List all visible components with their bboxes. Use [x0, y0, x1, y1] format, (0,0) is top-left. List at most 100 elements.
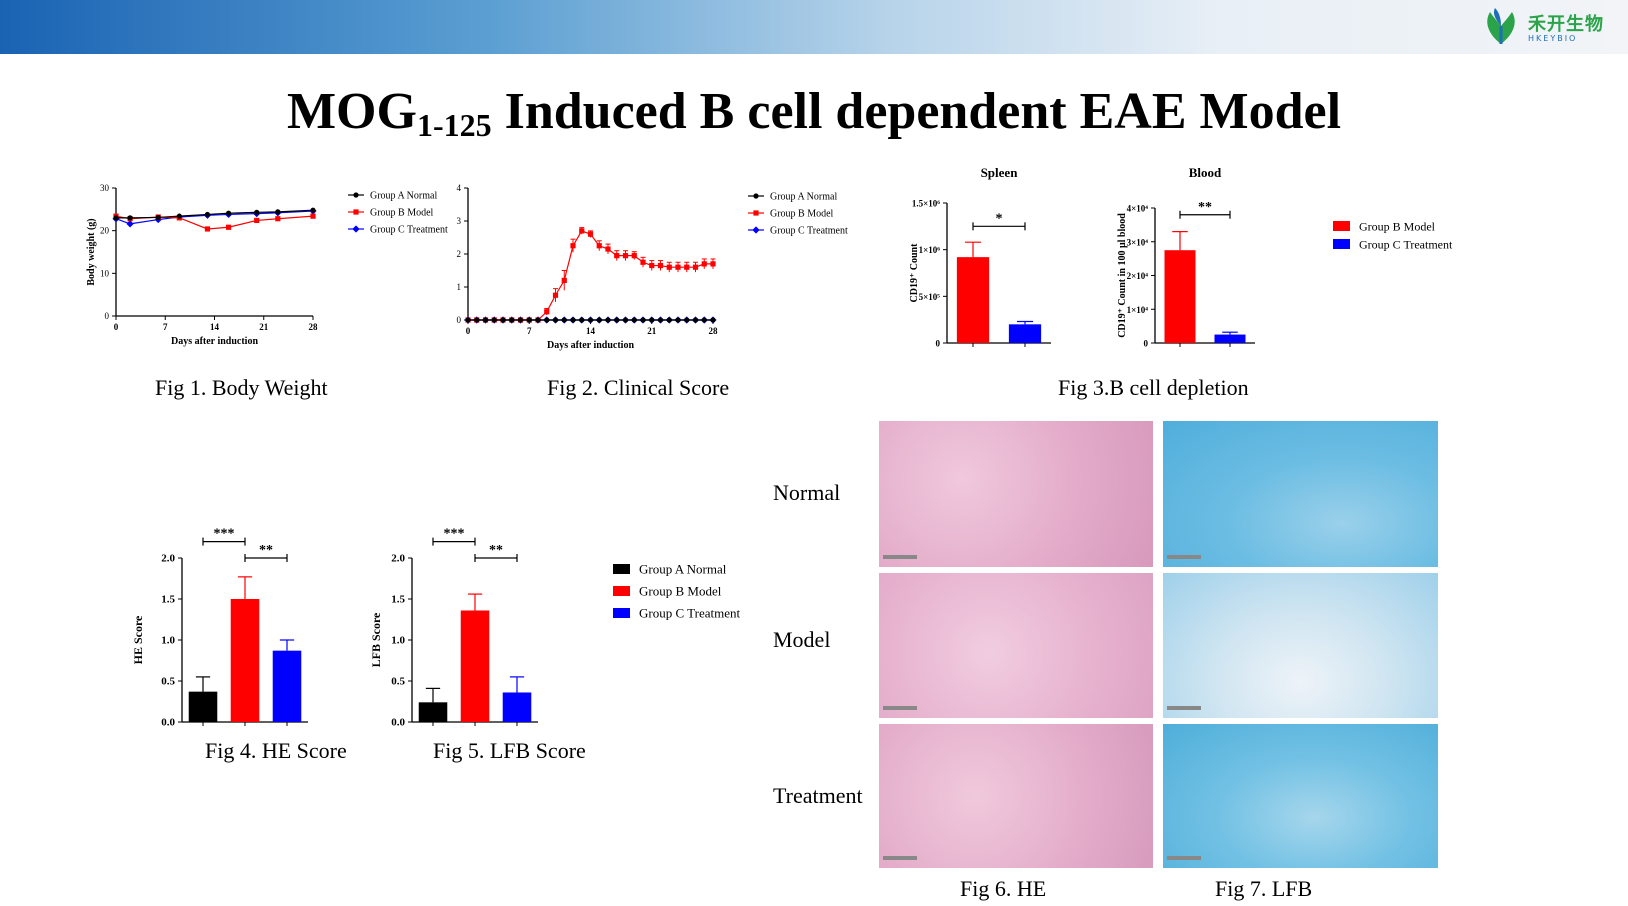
legend-marker — [753, 210, 759, 216]
significance-label: *** — [214, 527, 235, 542]
legend-swatch — [613, 608, 630, 618]
data-point — [127, 215, 133, 221]
data-point — [710, 317, 716, 323]
data-point — [622, 317, 629, 323]
y-tick-label: 1.0 — [391, 635, 405, 647]
fig2-caption: Fig 2. Clinical Score — [547, 375, 730, 400]
y-tick-label: 1.0 — [161, 635, 175, 647]
data-point — [491, 317, 497, 323]
data-point — [552, 292, 559, 298]
lfb-image-normal — [1163, 421, 1438, 567]
x-tick-label: 7 — [527, 326, 532, 336]
y-tick-label: 1.5×10⁶ — [912, 199, 940, 209]
legend-swatch — [1333, 239, 1350, 249]
data-point — [631, 253, 637, 259]
he-image-normal — [879, 421, 1153, 567]
data-point — [544, 317, 550, 323]
y-tick-label: 0 — [1144, 339, 1149, 349]
y-tick-label: 1.5 — [391, 594, 405, 606]
bar — [272, 650, 302, 722]
data-point — [126, 220, 134, 228]
scale-bar — [1167, 555, 1201, 559]
data-point — [552, 317, 559, 323]
scale-bar — [883, 555, 917, 559]
legend-label: Group B Model — [770, 209, 834, 220]
chart-title: Blood — [1189, 165, 1222, 180]
legend-label: Group C Treatment — [639, 606, 741, 621]
legend-marker — [353, 192, 359, 198]
series-line — [468, 230, 713, 321]
y-tick-label: 0 — [105, 311, 110, 321]
data-point — [155, 214, 161, 221]
y-tick-label: 4×10⁴ — [1127, 204, 1149, 214]
y-tick-label: 4 — [457, 183, 462, 193]
data-point — [544, 309, 550, 315]
legend-marker — [353, 209, 359, 215]
legend-swatch — [1333, 221, 1350, 231]
brand-sub: HKEYBIO — [1528, 34, 1578, 43]
x-tick-label: 7 — [163, 322, 168, 332]
significance-label: * — [996, 211, 1003, 226]
data-point — [176, 213, 182, 219]
y-tick-label: 3×10⁴ — [1127, 237, 1149, 247]
scale-bar — [883, 706, 917, 710]
significance-label: *** — [444, 527, 465, 542]
bar — [956, 257, 990, 343]
row-label-normal: Normal — [773, 480, 841, 505]
legend-swatch — [613, 564, 630, 574]
data-point — [465, 317, 471, 323]
data-point — [587, 317, 594, 323]
y-tick-label: 1 — [457, 282, 462, 292]
data-point — [710, 261, 716, 267]
legend-label: Group B Model — [370, 208, 434, 219]
data-point — [657, 262, 664, 269]
x-tick-label: 28 — [309, 322, 319, 332]
data-point — [310, 213, 316, 219]
x-tick-label: 21 — [259, 322, 269, 332]
scale-bar — [883, 856, 917, 860]
y-tick-label: 2 — [457, 249, 462, 259]
y-axis-label: CD19⁺ Count in 100 μl blood — [1117, 213, 1128, 338]
bar — [1008, 324, 1042, 343]
he-image-treatment — [879, 724, 1153, 868]
y-axis-label: HE Score — [131, 615, 145, 664]
y-tick-label: 0.5 — [391, 676, 405, 688]
y-tick-label: 0 — [936, 339, 941, 349]
x-tick-label: 28 — [709, 326, 719, 336]
data-point — [614, 317, 620, 323]
data-point — [204, 226, 211, 232]
data-point — [509, 317, 515, 323]
data-point — [225, 210, 232, 216]
leaf-logo-icon — [1487, 8, 1515, 44]
x-tick-label: 0 — [114, 322, 119, 332]
data-point — [310, 207, 316, 213]
legend-marker — [753, 193, 759, 199]
y-tick-label: 3 — [457, 216, 462, 226]
row-label-treatment: Treatment — [773, 783, 863, 808]
bar — [460, 610, 490, 722]
y-tick-label: 0 — [457, 315, 462, 325]
data-point — [275, 209, 281, 215]
data-point — [640, 259, 646, 265]
data-point — [254, 209, 260, 215]
y-axis-label: Body weight (g) — [86, 218, 97, 285]
x-tick-label: 14 — [210, 322, 220, 332]
fig4-caption: Fig 4. HE Score — [205, 738, 347, 763]
title-subscript: 1-125 — [416, 107, 492, 143]
legend-label: Group A Normal — [770, 192, 837, 203]
fig7-caption: Fig 7. LFB — [1215, 876, 1313, 901]
legend-label: Group C Treatment — [370, 225, 448, 236]
legend-swatch — [613, 586, 630, 596]
page-title: MOG1-125 Induced B cell dependent EAE Mo… — [0, 80, 1628, 157]
legend-label: Group A Normal — [370, 191, 437, 202]
fig1-body-weight-chart: 0 10 20 30 0 7 14 21 28 Days after induction Body … — [86, 183, 448, 347]
data-point — [113, 215, 119, 221]
data-point — [631, 317, 637, 323]
data-point — [596, 243, 602, 249]
y-tick-label: 10 — [100, 268, 110, 278]
data-point — [605, 246, 611, 252]
row-label-model: Model — [773, 627, 831, 652]
data-point — [535, 317, 541, 323]
